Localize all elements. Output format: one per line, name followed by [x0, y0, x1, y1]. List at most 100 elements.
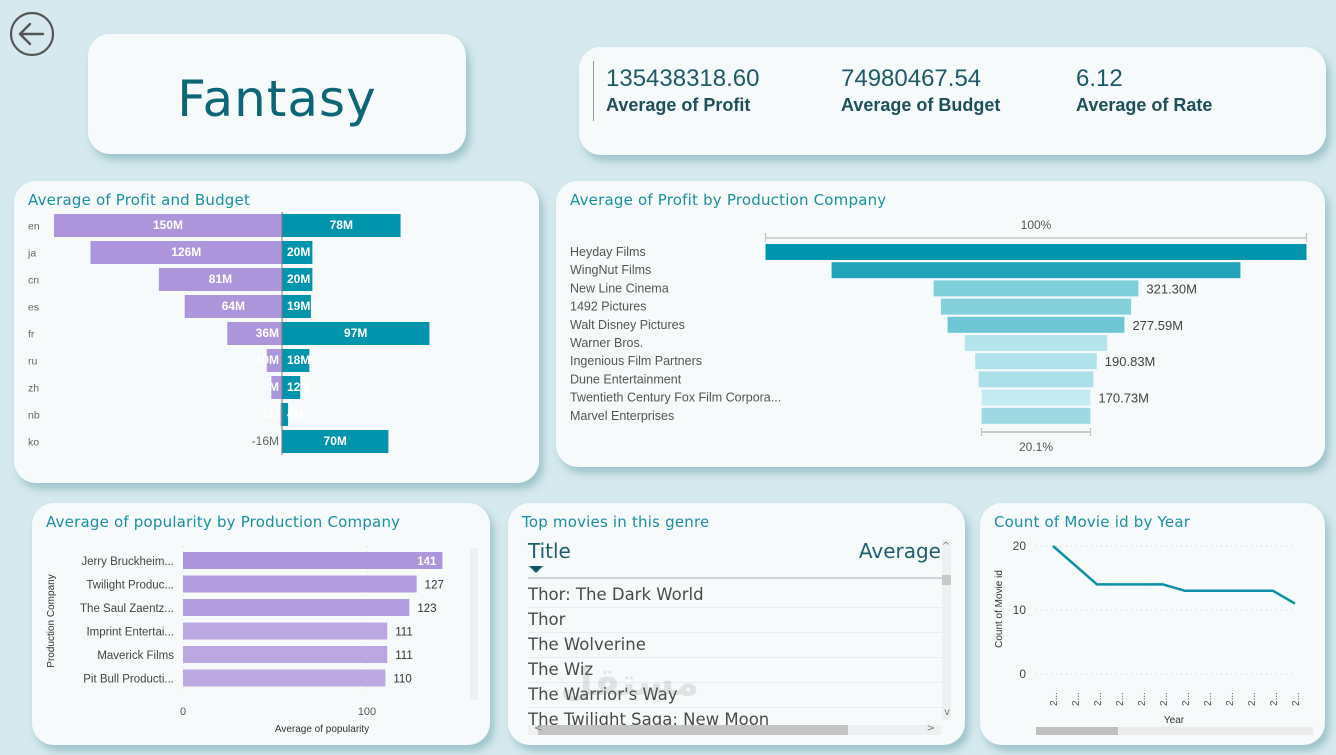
popularity-bar-chart: 0 100 Jerry Bruckheim... 141 Twilight Produc… [46, 547, 478, 735]
column-header-average[interactable]: Average [858, 539, 941, 563]
table-header: Title Average [528, 537, 947, 579]
company-label: New Line Cinema [570, 281, 669, 295]
profit-by-company-funnel: 100% Heyday Films WingNut Films New Line Ci… [570, 218, 1307, 454]
popularity-data-label: 111 [395, 627, 412, 639]
kpi-budget-value: 74980467.54 [841, 65, 982, 92]
profit-bar [184, 295, 282, 318]
y-tick-label: 0 [1019, 667, 1026, 681]
company-label: Ingenious Film Partners [570, 354, 702, 368]
genre-title: Fantasy [177, 70, 377, 128]
category-label: cn [28, 275, 39, 287]
kpi-rate: 6.12 Average of Rate [1076, 65, 1212, 116]
budget-bar [282, 349, 310, 372]
x-tick-label: 2... [1203, 692, 1214, 706]
popularity-data-label: 123 [417, 603, 436, 615]
funnel-data-label: 170.73M [1098, 391, 1149, 406]
x-tick-label: 2... [1269, 692, 1280, 706]
budget-data-label: 19M [287, 299, 310, 313]
y-axis-title: Count of Movie id [994, 570, 1005, 648]
sort-descending-icon[interactable] [529, 566, 543, 573]
budget-data-label: 4M [287, 407, 304, 421]
x-tick-label: 2... [1247, 692, 1258, 706]
horizontal-scrollbar[interactable] [528, 725, 941, 735]
funnel-bar [981, 407, 1091, 424]
table-row[interactable]: The Warrior's Way [528, 683, 947, 708]
x-axis-title: Average of popularity [275, 724, 369, 735]
popularity-chart-card: Average of popularity by Production Comp… [32, 503, 490, 745]
scroll-left-icon[interactable]: < [534, 723, 543, 734]
kpi-profit-value: 135438318.60 [606, 65, 760, 92]
category-label: zh [28, 383, 39, 395]
scroll-down-icon[interactable]: v [944, 707, 950, 718]
budget-bar [282, 403, 289, 426]
budget-data-label: 70M [324, 434, 347, 448]
budget-data-label: 97M [344, 326, 367, 340]
horizontal-scroll-thumb[interactable] [1036, 727, 1118, 735]
kpi-profit-label: Average of Profit [606, 95, 751, 115]
company-label: Pit Bull Producti... [83, 674, 174, 686]
profit-bar [227, 322, 282, 345]
popularity-bar [183, 575, 417, 593]
x-tick-label: 0 [180, 706, 186, 718]
category-label: ru [28, 356, 37, 368]
table-body: Thor: The Dark World Thor The Wolverine The… [528, 583, 947, 727]
profit-bar [90, 241, 282, 264]
funnel-bar [831, 262, 1241, 279]
popularity-bar [183, 552, 443, 569]
back-arrow-icon[interactable] [9, 11, 55, 57]
funnel-bar [933, 280, 1139, 297]
table-row[interactable]: The Wiz [528, 658, 947, 683]
horizontal-scroll-thumb[interactable] [538, 725, 848, 735]
company-label: 1492 Pictures [570, 300, 646, 314]
profit-bar [266, 349, 282, 372]
category-label: ko [28, 437, 39, 449]
company-label: Dune Entertainment [570, 372, 682, 386]
table-row[interactable]: The Twilight Saga: New Moon [528, 708, 947, 727]
funnel-bar [940, 298, 1132, 315]
profit-data-label: 36M [256, 326, 279, 340]
table-row[interactable]: The Wolverine [528, 633, 947, 658]
x-tick-label: 2... [1137, 692, 1148, 706]
chart-title: Count of Movie id by Year [994, 513, 1191, 531]
column-header-title[interactable]: Title [528, 539, 571, 563]
profit-by-company-chart-card: Average of Profit by Production Company … [556, 181, 1325, 467]
category-label: en [28, 221, 40, 233]
vertical-scrollbar[interactable] [470, 548, 478, 700]
budget-bar [282, 322, 430, 345]
chart-title: Average of popularity by Production Comp… [46, 513, 401, 531]
x-tick-label: 2... [1115, 692, 1126, 706]
funnel-bar [765, 244, 1307, 260]
budget-data-label: 20M [287, 245, 310, 259]
line-series [1052, 545, 1296, 605]
company-label: Walt Disney Pictures [570, 318, 685, 332]
profit-data-label: -16M [252, 434, 279, 448]
funnel-data-label: 321.30M [1146, 281, 1197, 296]
profit-data-label: 10M [256, 353, 279, 367]
scroll-up-icon[interactable]: ^ [941, 541, 950, 552]
popularity-bar [183, 599, 410, 616]
table-title: Top movies in this genre [522, 513, 710, 531]
popularity-data-label: 141 [417, 556, 437, 568]
popularity-bar [183, 622, 388, 640]
funnel-top-percent: 100% [1021, 218, 1052, 232]
category-label: ja [27, 248, 36, 260]
profit-bar [54, 214, 282, 237]
budget-data-label: 78M [330, 218, 353, 232]
company-label: Twilight Produc... [86, 580, 174, 592]
y-axis-title: Production Company [46, 574, 57, 667]
company-label: Warner Bros. [570, 336, 643, 350]
vertical-scrollbar[interactable] [942, 539, 951, 719]
scroll-right-icon[interactable]: > [926, 723, 935, 734]
company-label: Jerry Bruckheim... [81, 556, 174, 568]
table-row[interactable]: Thor: The Dark World [528, 583, 947, 608]
kpi-profit: 135438318.60 Average of Profit [606, 65, 760, 116]
vertical-scroll-thumb[interactable] [942, 575, 951, 585]
horizontal-scrollbar[interactable] [1036, 727, 1313, 735]
table-row[interactable]: Thor [528, 608, 947, 633]
x-tick-label: 2... [1181, 692, 1192, 706]
x-tick-label: 2... [1291, 692, 1302, 706]
company-label: The Saul Zaentz... [80, 603, 174, 615]
funnel-bar [981, 389, 1091, 406]
budget-bar [282, 241, 313, 264]
company-label: Heyday Films [570, 245, 646, 259]
